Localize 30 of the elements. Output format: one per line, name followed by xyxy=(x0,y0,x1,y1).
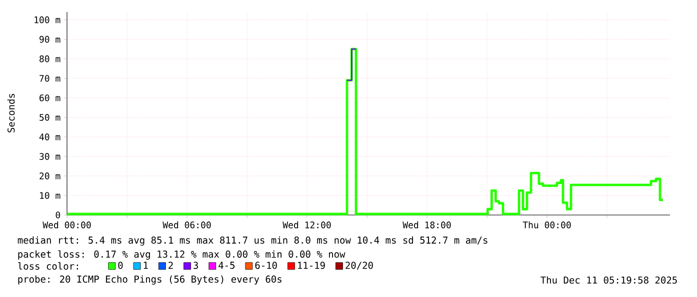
y-tick-label: 80 m xyxy=(40,55,60,62)
y-tick-label: 30 m xyxy=(40,153,60,160)
x-tick-label: Wed 12:00 xyxy=(282,221,331,228)
x-tick-label: Wed 06:00 xyxy=(162,221,211,228)
x-tick-label: Wed 18:00 xyxy=(402,221,451,228)
text: probe: 20 ICMP Echo Pings (56 Bytes) every 60s xyxy=(18,275,282,285)
legend-label: 2 xyxy=(168,262,173,269)
y-axis-title: Seconds xyxy=(7,94,15,132)
y-tick-label: 50 m xyxy=(40,114,60,121)
legend-label: 3 xyxy=(194,262,198,269)
text: median rtt: 5.4 ms avg 85.1 ms max 811.7 us min 8.0 ms now 10.4 ms sd 512.7 m am/s xyxy=(18,236,488,246)
y-tick-label: 90 m xyxy=(40,36,60,43)
y-tick-label: 60 m xyxy=(40,94,60,102)
legend-label: 6-10 xyxy=(255,262,277,269)
y-tick-label: 70 m xyxy=(40,74,60,82)
legend-title: loss color: xyxy=(18,262,78,270)
y-tick-label: 10 m xyxy=(40,192,60,199)
legend-label: 0 xyxy=(118,262,123,269)
legend-label: 11-19 xyxy=(298,262,325,269)
text: Thu Dec 11 05:19:58 2025 xyxy=(540,276,677,284)
legend-label: 20/20 xyxy=(346,262,373,270)
text: packet loss: 0.17 % avg 13.12 % max 0.00 % min 0.00 % now xyxy=(18,250,346,260)
legend-label: 4-5 xyxy=(218,262,234,269)
y-tick-label: 40 m xyxy=(39,134,60,140)
x-tick-label: Wed 00:00 xyxy=(42,221,91,228)
y-tick-label: 20 m xyxy=(40,172,60,180)
y-tick-label: 0 xyxy=(56,212,60,218)
y-tick-label: 100 m xyxy=(34,16,60,24)
x-tick-label: Thu 00:00 xyxy=(522,221,571,228)
legend-label: 1 xyxy=(144,262,148,269)
